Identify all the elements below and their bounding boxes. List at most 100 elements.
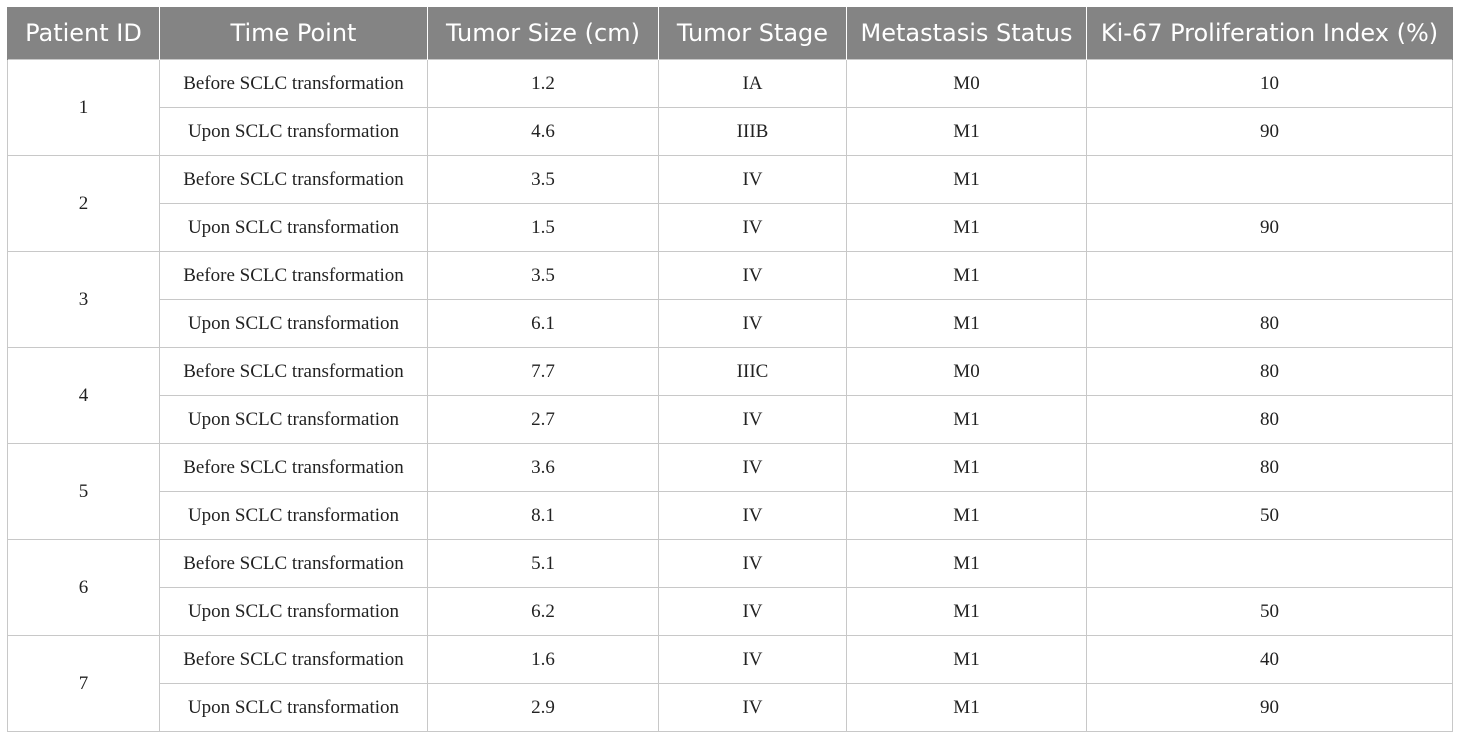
cell-time-point: Before SCLC transformation bbox=[159, 251, 428, 300]
table-row: 6 Before SCLC transformation 5.1 IV M1 bbox=[7, 539, 1453, 636]
cell-patient-id: 3 bbox=[7, 251, 160, 348]
cell-metastasis-status: M0 bbox=[846, 347, 1087, 396]
table-row: 4 Before SCLC transformation 7.7 IIIC M0 80 bbox=[7, 347, 1453, 444]
cell-time-point: Upon SCLC transformation bbox=[159, 395, 428, 444]
cell-tumor-size: 2.7 bbox=[427, 395, 659, 444]
table-row: Upon SCLC transformation 2.7 IV M1 80 bbox=[8, 395, 1453, 444]
cell-time-point: Upon SCLC transformation bbox=[159, 203, 428, 252]
cell-ki67-index: 90 bbox=[1086, 107, 1453, 156]
cell-patient-id: 7 bbox=[7, 635, 160, 732]
cell-metastasis-status: M1 bbox=[846, 251, 1087, 300]
header-ki67-index: Ki-67 Proliferation Index (%) bbox=[1086, 7, 1453, 60]
cell-ki67-index: 10 bbox=[1086, 59, 1453, 108]
table-row: 3 Before SCLC transformation 3.5 IV M1 bbox=[7, 251, 1453, 348]
cell-tumor-stage: IV bbox=[658, 251, 847, 300]
cell-ki67-index: 40 bbox=[1086, 635, 1453, 684]
cell-ki67-index: 50 bbox=[1086, 491, 1453, 540]
cell-tumor-size: 3.6 bbox=[427, 443, 659, 492]
cell-time-point: Before SCLC transformation bbox=[159, 347, 428, 396]
cell-metastasis-status: M1 bbox=[846, 155, 1087, 204]
cell-metastasis-status: M1 bbox=[846, 299, 1087, 348]
cell-time-point: Before SCLC transformation bbox=[159, 59, 428, 108]
cell-time-point: Upon SCLC transformation bbox=[159, 491, 428, 540]
cell-metastasis-status: M1 bbox=[846, 683, 1087, 732]
cell-patient-id: 6 bbox=[7, 539, 160, 636]
cell-tumor-size: 6.1 bbox=[427, 299, 659, 348]
cell-metastasis-status: M1 bbox=[846, 107, 1087, 156]
cell-tumor-stage: IIIB bbox=[658, 107, 847, 156]
cell-time-point: Before SCLC transformation bbox=[159, 635, 428, 684]
cell-metastasis-status: M1 bbox=[846, 443, 1087, 492]
cell-tumor-size: 1.6 bbox=[427, 635, 659, 684]
cell-time-point: Upon SCLC transformation bbox=[159, 299, 428, 348]
cell-tumor-stage: IV bbox=[658, 203, 847, 252]
cell-time-point: Upon SCLC transformation bbox=[159, 107, 428, 156]
table-row: Upon SCLC transformation 2.9 IV M1 90 bbox=[8, 683, 1453, 732]
cell-tumor-stage: IV bbox=[658, 395, 847, 444]
table-body: 1 Before SCLC transformation 1.2 IA M0 10 Upon… bbox=[7, 59, 1453, 732]
header-time-point: Time Point bbox=[159, 7, 428, 60]
cell-tumor-stage: IIIC bbox=[658, 347, 847, 396]
cell-tumor-size: 1.5 bbox=[427, 203, 659, 252]
cell-tumor-size: 6.2 bbox=[427, 587, 659, 636]
header-metastasis-status: Metastasis Status bbox=[846, 7, 1087, 60]
cell-tumor-size: 8.1 bbox=[427, 491, 659, 540]
table-row: Upon SCLC transformation 6.1 IV M1 80 bbox=[8, 299, 1453, 348]
header-tumor-stage: Tumor Stage bbox=[658, 7, 847, 60]
cell-metastasis-status: M0 bbox=[846, 59, 1087, 108]
patient-data-table: Patient ID Time Point Tumor Size (cm) Tu… bbox=[7, 7, 1453, 732]
cell-patient-id: 4 bbox=[7, 347, 160, 444]
cell-tumor-size: 2.9 bbox=[427, 683, 659, 732]
cell-tumor-stage: IV bbox=[658, 299, 847, 348]
table-row: 5 Before SCLC transformation 3.6 IV M1 80 bbox=[7, 443, 1453, 540]
cell-metastasis-status: M1 bbox=[846, 203, 1087, 252]
cell-tumor-stage: IV bbox=[658, 539, 847, 588]
cell-tumor-size: 1.2 bbox=[427, 59, 659, 108]
cell-time-point: Before SCLC transformation bbox=[159, 155, 428, 204]
table-row: Upon SCLC transformation 6.2 IV M1 50 bbox=[8, 587, 1453, 636]
cell-tumor-stage: IV bbox=[658, 683, 847, 732]
cell-tumor-stage: IV bbox=[658, 155, 847, 204]
cell-ki67-index: 80 bbox=[1086, 443, 1453, 492]
header-row: Patient ID Time Point Tumor Size (cm) Tu… bbox=[7, 7, 1453, 60]
cell-tumor-size: 3.5 bbox=[427, 251, 659, 300]
table-row: Upon SCLC transformation 1.5 IV M1 90 bbox=[8, 203, 1453, 252]
cell-tumor-size: 3.5 bbox=[427, 155, 659, 204]
cell-time-point: Before SCLC transformation bbox=[159, 443, 428, 492]
cell-ki67-index bbox=[1086, 539, 1453, 588]
cell-tumor-size: 4.6 bbox=[427, 107, 659, 156]
cell-tumor-stage: IV bbox=[658, 587, 847, 636]
cell-ki67-index bbox=[1086, 155, 1453, 204]
header-tumor-size: Tumor Size (cm) bbox=[427, 7, 659, 60]
cell-time-point: Before SCLC transformation bbox=[159, 539, 428, 588]
cell-metastasis-status: M1 bbox=[846, 395, 1087, 444]
cell-time-point: Upon SCLC transformation bbox=[159, 587, 428, 636]
cell-time-point: Upon SCLC transformation bbox=[159, 683, 428, 732]
cell-metastasis-status: M1 bbox=[846, 635, 1087, 684]
header-patient-id: Patient ID bbox=[7, 7, 160, 60]
cell-tumor-stage: IV bbox=[658, 443, 847, 492]
cell-ki67-index: 90 bbox=[1086, 203, 1453, 252]
table-row: 7 Before SCLC transformation 1.6 IV M1 40 bbox=[7, 635, 1453, 732]
cell-tumor-stage: IA bbox=[658, 59, 847, 108]
cell-patient-id: 1 bbox=[7, 59, 160, 156]
cell-ki67-index: 80 bbox=[1086, 299, 1453, 348]
cell-metastasis-status: M1 bbox=[846, 587, 1087, 636]
cell-patient-id: 2 bbox=[7, 155, 160, 252]
cell-ki67-index bbox=[1086, 251, 1453, 300]
cell-ki67-index: 90 bbox=[1086, 683, 1453, 732]
cell-tumor-size: 7.7 bbox=[427, 347, 659, 396]
cell-ki67-index: 80 bbox=[1086, 395, 1453, 444]
table-row: Upon SCLC transformation 8.1 IV M1 50 bbox=[8, 491, 1453, 540]
table-row: 1 Before SCLC transformation 1.2 IA M0 10 bbox=[7, 59, 1453, 156]
table-row: 2 Before SCLC transformation 3.5 IV M1 bbox=[7, 155, 1453, 252]
cell-tumor-stage: IV bbox=[658, 491, 847, 540]
table-row: Upon SCLC transformation 4.6 IIIB M1 90 bbox=[8, 107, 1453, 156]
cell-tumor-size: 5.1 bbox=[427, 539, 659, 588]
table-header: Patient ID Time Point Tumor Size (cm) Tu… bbox=[7, 7, 1453, 60]
cell-ki67-index: 50 bbox=[1086, 587, 1453, 636]
cell-metastasis-status: M1 bbox=[846, 539, 1087, 588]
cell-tumor-stage: IV bbox=[658, 635, 847, 684]
cell-ki67-index: 80 bbox=[1086, 347, 1453, 396]
cell-metastasis-status: M1 bbox=[846, 491, 1087, 540]
